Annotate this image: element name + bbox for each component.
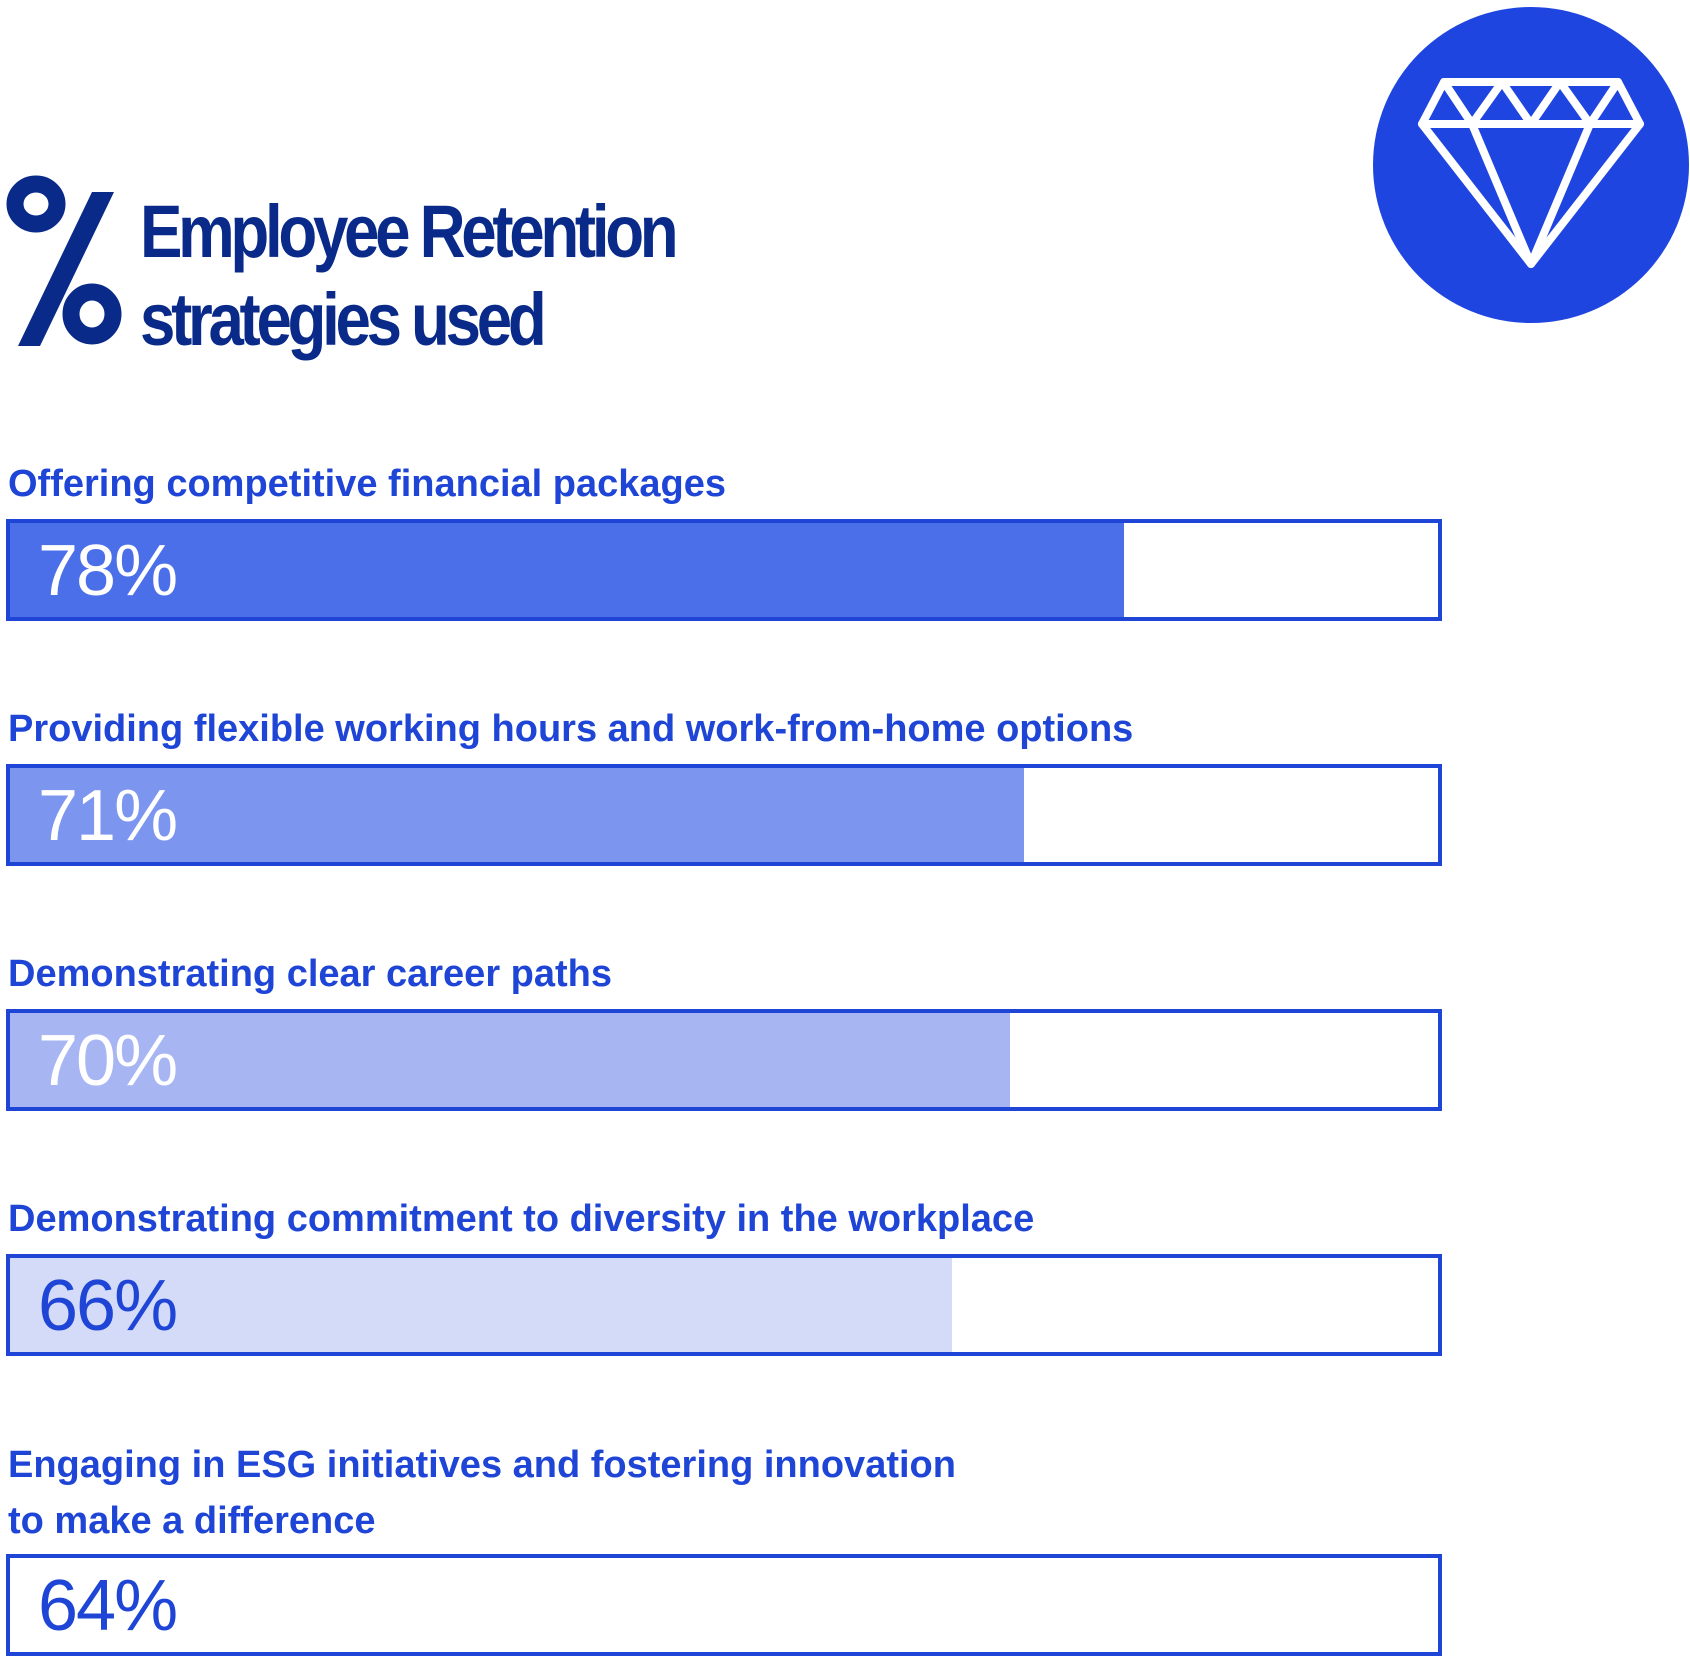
diamond-badge: [1373, 7, 1689, 323]
bar: [10, 523, 1124, 617]
title-line-2: strategies used: [140, 278, 547, 361]
category-label: Demonstrating commitment to diversity in…: [8, 1198, 1035, 1240]
data-label: 70%: [38, 1021, 178, 1101]
bar: [10, 1013, 1010, 1107]
category-label: Offering competitive financial packages: [8, 463, 726, 505]
bar-track: 66%: [6, 1254, 1442, 1356]
data-label: 78%: [38, 531, 178, 611]
bar-track: 64%: [6, 1554, 1442, 1656]
category-label: Providing flexible working hours and wor…: [8, 708, 1134, 750]
category-label: to make a difference: [8, 1500, 376, 1542]
bar: [10, 768, 1024, 862]
data-label: 66%: [38, 1266, 178, 1346]
bar: [10, 1258, 952, 1352]
category-label: Demonstrating clear career paths: [8, 953, 613, 995]
bar-track: 71%: [6, 764, 1442, 866]
title-line-1: Employee Retention: [140, 190, 679, 273]
chart-title: Employee Retention strategies used: [140, 188, 679, 364]
percent-symbol: [6, 175, 122, 346]
bar-track: 78%: [6, 519, 1442, 621]
data-label: 64%: [38, 1566, 178, 1646]
category-label: Engaging in ESG initiatives and fosterin…: [8, 1444, 956, 1486]
diamond-icon: [1418, 78, 1644, 268]
data-label: 71%: [38, 776, 178, 856]
bar-track: 70%: [6, 1009, 1442, 1111]
percent-slash: [18, 192, 114, 346]
percent-bottom-ring: [62, 283, 122, 345]
percent-top-ring: [6, 175, 66, 233]
